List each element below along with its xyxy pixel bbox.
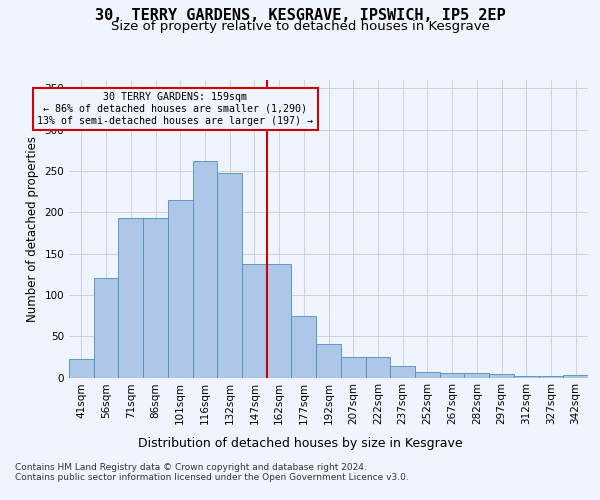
- Bar: [563, 375, 588, 378]
- Bar: [69, 360, 94, 378]
- Bar: [415, 372, 440, 378]
- Bar: [143, 218, 168, 378]
- Bar: [341, 357, 365, 378]
- Bar: [267, 264, 292, 378]
- Bar: [292, 316, 316, 378]
- Text: Distribution of detached houses by size in Kesgrave: Distribution of detached houses by size …: [137, 438, 463, 450]
- Text: 30 TERRY GARDENS: 159sqm
← 86% of detached houses are smaller (1,290)
13% of sem: 30 TERRY GARDENS: 159sqm ← 86% of detach…: [37, 92, 313, 126]
- Bar: [440, 372, 464, 378]
- Bar: [242, 264, 267, 378]
- Bar: [94, 278, 118, 378]
- Bar: [489, 374, 514, 378]
- Bar: [539, 376, 563, 378]
- Bar: [217, 172, 242, 378]
- Text: Contains HM Land Registry data © Crown copyright and database right 2024.
Contai: Contains HM Land Registry data © Crown c…: [15, 462, 409, 482]
- Text: 30, TERRY GARDENS, KESGRAVE, IPSWICH, IP5 2EP: 30, TERRY GARDENS, KESGRAVE, IPSWICH, IP…: [95, 8, 505, 22]
- Bar: [316, 344, 341, 378]
- Bar: [365, 357, 390, 378]
- Bar: [464, 374, 489, 378]
- Bar: [390, 366, 415, 378]
- Y-axis label: Number of detached properties: Number of detached properties: [26, 136, 39, 322]
- Bar: [514, 376, 539, 378]
- Bar: [118, 218, 143, 378]
- Bar: [193, 161, 217, 378]
- Bar: [168, 200, 193, 378]
- Text: Size of property relative to detached houses in Kesgrave: Size of property relative to detached ho…: [110, 20, 490, 33]
